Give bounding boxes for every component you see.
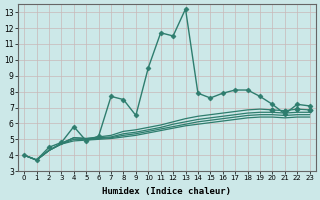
X-axis label: Humidex (Indice chaleur): Humidex (Indice chaleur) — [102, 187, 231, 196]
